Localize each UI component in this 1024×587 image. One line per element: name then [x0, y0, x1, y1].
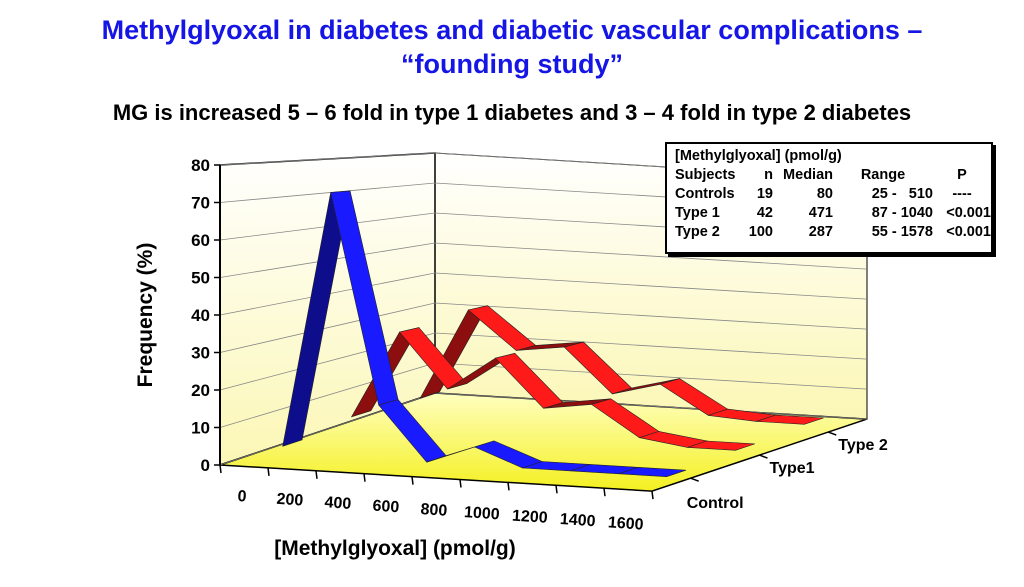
summary-table: [Methylglyoxal] (pmol/g) Subjects n Medi…	[665, 142, 993, 254]
y-axis-title: Frequency (%)	[134, 243, 157, 388]
x-tick-label: 1600	[607, 514, 644, 533]
x-tick	[219, 464, 222, 474]
x-axis-title: [Methylglyoxal] (pmol/g)	[274, 537, 516, 560]
table-row: Controls 19 80 25 - 510 ----	[675, 185, 991, 204]
gridline	[219, 302, 868, 353]
cell: 25 - 510	[871, 186, 933, 202]
cell: Controls	[675, 186, 735, 202]
y-tick-label: 10	[191, 419, 210, 438]
slide-title-line2: “founding study”	[401, 49, 623, 79]
cell: 42	[756, 205, 773, 221]
cell: 87 - 1040	[871, 205, 933, 221]
x-tick	[603, 488, 606, 497]
cell: ----	[952, 186, 972, 202]
x-tick	[459, 479, 462, 488]
x-tick-label: 200	[276, 491, 304, 510]
header-n: n	[764, 167, 773, 183]
depth-label: Type1	[770, 460, 815, 477]
y-tick-label: 20	[191, 381, 210, 400]
cell: 19	[756, 186, 773, 202]
gridline	[219, 332, 868, 391]
y-tick-label: 40	[191, 306, 210, 325]
cell: 55 - 1578	[871, 224, 933, 240]
x-tick-label: 1200	[511, 507, 548, 526]
y-tick-label: 80	[191, 156, 210, 175]
depth-tick	[759, 454, 768, 459]
x-tick-label: 0	[237, 488, 247, 506]
y-tick-label: 30	[191, 344, 210, 363]
table-row: Type 1 42 471 87 - 1040 <0.001	[675, 204, 991, 223]
cell: <0.001	[946, 224, 991, 240]
series-type1	[350, 327, 755, 451]
table-title: [Methylglyoxal] (pmol/g)	[675, 148, 842, 164]
x-tick	[411, 476, 414, 485]
x-tick-label: 400	[324, 494, 352, 513]
cell: Type 2	[675, 224, 720, 240]
x-tick	[555, 485, 558, 494]
x-tick	[267, 467, 270, 476]
ribbon-segment	[756, 414, 824, 425]
table-row: Type 2 100 287 55 - 1578 <0.001	[675, 223, 991, 242]
table-header: Subjects n Median Range P	[675, 166, 991, 185]
depth-tick	[690, 477, 699, 482]
y-tick-label: 0	[201, 456, 210, 475]
slide-subtitle: MG is increased 5 – 6 fold in type 1 dia…	[112, 100, 912, 125]
header-median: Median	[783, 167, 833, 183]
gridline	[219, 242, 868, 278]
ribbon-segment	[687, 440, 755, 451]
y-tick-label: 50	[191, 269, 210, 288]
header-p: P	[957, 167, 967, 183]
cell: 287	[808, 224, 833, 240]
depth-label: Type 2	[838, 437, 888, 454]
ribbon-segment	[618, 466, 687, 478]
x-tick-label: 800	[420, 501, 448, 520]
depth-tick	[828, 431, 837, 436]
cell: 100	[748, 224, 773, 240]
series-control	[282, 190, 687, 478]
cell: <0.001	[946, 205, 991, 221]
x-tick	[651, 491, 654, 500]
y-tick-label: 70	[191, 194, 210, 213]
header-range: Range	[860, 167, 906, 183]
x-tick	[507, 482, 510, 491]
slide-title-line1: Methylglyoxal in diabetes and diabetic v…	[101, 15, 923, 45]
y-tick-label: 60	[191, 231, 210, 250]
x-tick	[363, 473, 366, 482]
header-subjects: Subjects	[675, 167, 736, 183]
gridline	[219, 272, 868, 316]
cell: 80	[816, 186, 833, 202]
depth-label: Control	[687, 495, 744, 512]
x-tick-label: 1400	[559, 511, 596, 530]
x-tick-label: 600	[372, 498, 400, 517]
x-tick	[315, 470, 318, 479]
cell: Type 1	[675, 205, 720, 221]
cell: 471	[808, 205, 833, 221]
x-tick-label: 1000	[463, 504, 500, 523]
